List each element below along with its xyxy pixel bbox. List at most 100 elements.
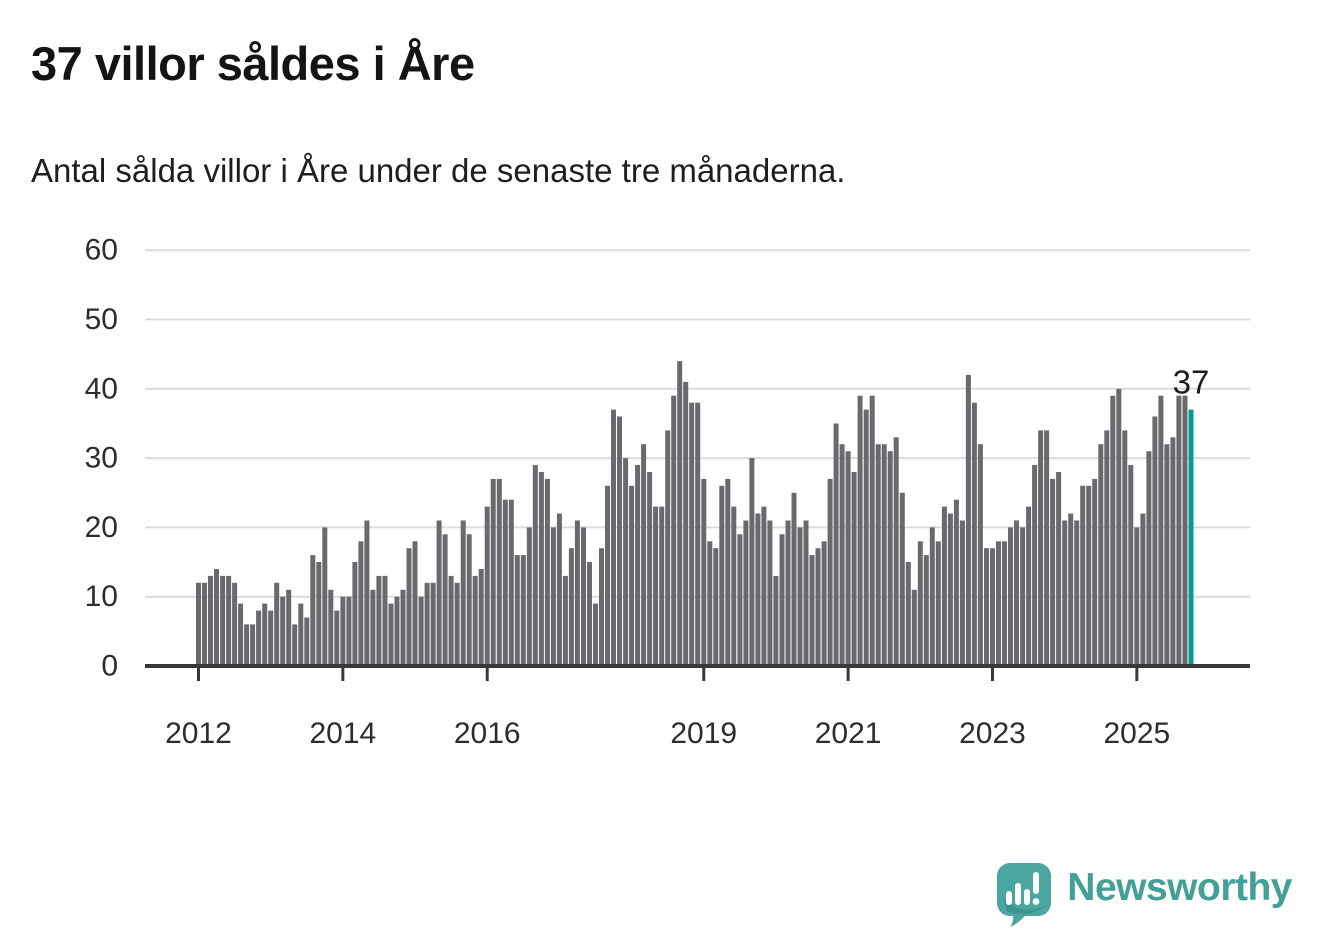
bar xyxy=(929,527,935,666)
bar xyxy=(587,562,592,666)
logo-bar-1 xyxy=(1006,891,1013,905)
bar xyxy=(749,458,755,666)
bar xyxy=(984,548,989,666)
bar xyxy=(316,562,322,666)
x-axis-label: 2021 xyxy=(815,717,882,750)
bar xyxy=(574,520,580,666)
bar xyxy=(1092,478,1098,666)
bar xyxy=(1140,513,1146,666)
bar xyxy=(803,520,809,666)
bar xyxy=(635,465,641,666)
last-value-annotation: 37 xyxy=(1173,364,1210,401)
bar xyxy=(364,520,370,666)
bar xyxy=(917,541,923,666)
bar xyxy=(869,395,875,666)
bar xyxy=(671,395,677,666)
bar xyxy=(298,603,304,666)
bar xyxy=(1152,416,1158,666)
bar xyxy=(659,506,665,666)
bar xyxy=(1062,520,1068,666)
bar xyxy=(1116,388,1122,666)
bar xyxy=(562,575,568,666)
bar xyxy=(971,402,977,666)
bar xyxy=(713,548,719,666)
bar xyxy=(514,555,520,666)
bar xyxy=(412,541,418,666)
bar xyxy=(815,548,821,666)
newsworthy-logo-text: Newsworthy xyxy=(1067,866,1292,909)
bar xyxy=(857,395,863,666)
bar xyxy=(990,548,995,666)
bar xyxy=(322,527,328,666)
bar xyxy=(881,444,887,666)
bar xyxy=(863,409,869,666)
bar xyxy=(893,437,899,666)
y-axis-label: 30 xyxy=(85,442,118,475)
bar xyxy=(1044,430,1050,666)
bar xyxy=(1056,472,1062,666)
logo-bubble-shade xyxy=(1003,898,1047,915)
bar xyxy=(755,513,761,666)
bar xyxy=(502,499,508,666)
bar xyxy=(641,444,647,666)
bar xyxy=(382,575,388,666)
bar xyxy=(436,520,442,666)
bar xyxy=(959,520,965,666)
bar xyxy=(1002,541,1007,666)
bar xyxy=(779,534,785,666)
y-axis-label: 60 xyxy=(85,234,118,267)
bar xyxy=(244,624,250,666)
bar xyxy=(1020,527,1026,666)
bar xyxy=(538,472,544,666)
bar xyxy=(1158,395,1164,666)
bar xyxy=(845,451,851,666)
y-axis-label: 50 xyxy=(85,303,118,336)
bar xyxy=(797,527,803,666)
bar xyxy=(556,513,562,666)
bar xyxy=(767,520,773,666)
bar xyxy=(905,562,911,666)
bar xyxy=(496,478,502,666)
bar xyxy=(550,527,556,666)
bar xyxy=(442,534,448,666)
bar xyxy=(370,589,376,666)
bar xyxy=(310,555,316,666)
bar xyxy=(1122,430,1128,666)
bar xyxy=(466,534,472,666)
bar xyxy=(911,589,917,666)
bar xyxy=(773,575,779,666)
bar xyxy=(418,596,424,666)
bar xyxy=(532,465,538,666)
bar xyxy=(1068,513,1074,666)
bar xyxy=(719,485,725,666)
bar xyxy=(448,575,454,666)
bar xyxy=(743,520,749,666)
bar xyxy=(1050,478,1056,666)
bar xyxy=(887,451,893,666)
bar xyxy=(388,603,394,666)
bar xyxy=(851,472,857,666)
bar xyxy=(304,617,310,666)
bar xyxy=(568,548,574,666)
bar xyxy=(1170,437,1176,666)
bar xyxy=(953,499,959,666)
bar xyxy=(376,575,382,666)
bar xyxy=(346,596,352,666)
bar xyxy=(923,555,929,666)
bar xyxy=(605,485,610,666)
bar xyxy=(478,569,484,666)
bar-highlight xyxy=(1188,409,1194,666)
bar xyxy=(406,548,412,666)
bar xyxy=(220,575,226,666)
bar xyxy=(665,430,671,666)
bar xyxy=(695,402,701,666)
bar xyxy=(400,589,406,666)
bar xyxy=(274,582,280,666)
bar xyxy=(508,499,514,666)
bar xyxy=(334,610,340,666)
bar xyxy=(202,582,207,666)
bar xyxy=(1134,527,1140,666)
y-axis-label: 10 xyxy=(85,580,118,613)
bar xyxy=(424,582,430,666)
